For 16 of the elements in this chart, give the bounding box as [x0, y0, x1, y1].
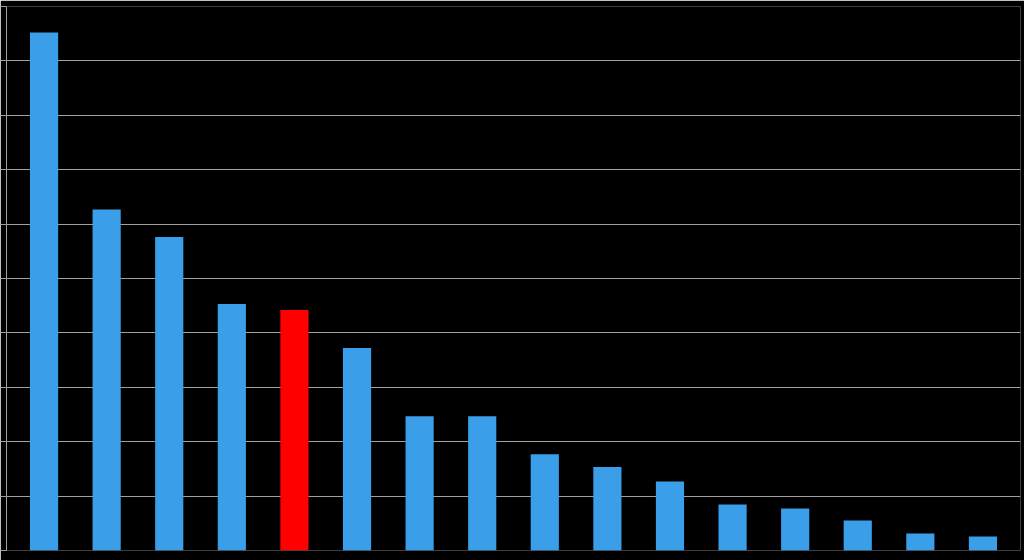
bar — [155, 237, 184, 551]
bar — [906, 533, 935, 551]
bar — [29, 32, 59, 551]
bar — [468, 416, 497, 551]
bar — [342, 347, 372, 551]
bar — [530, 454, 559, 551]
bar — [781, 508, 810, 551]
bar — [405, 416, 434, 551]
bar — [217, 303, 246, 551]
bar — [280, 310, 309, 551]
bar — [593, 467, 622, 551]
bar — [968, 536, 998, 551]
bar — [92, 209, 121, 551]
bar — [843, 520, 872, 551]
bar — [655, 481, 685, 551]
bar — [718, 504, 747, 551]
